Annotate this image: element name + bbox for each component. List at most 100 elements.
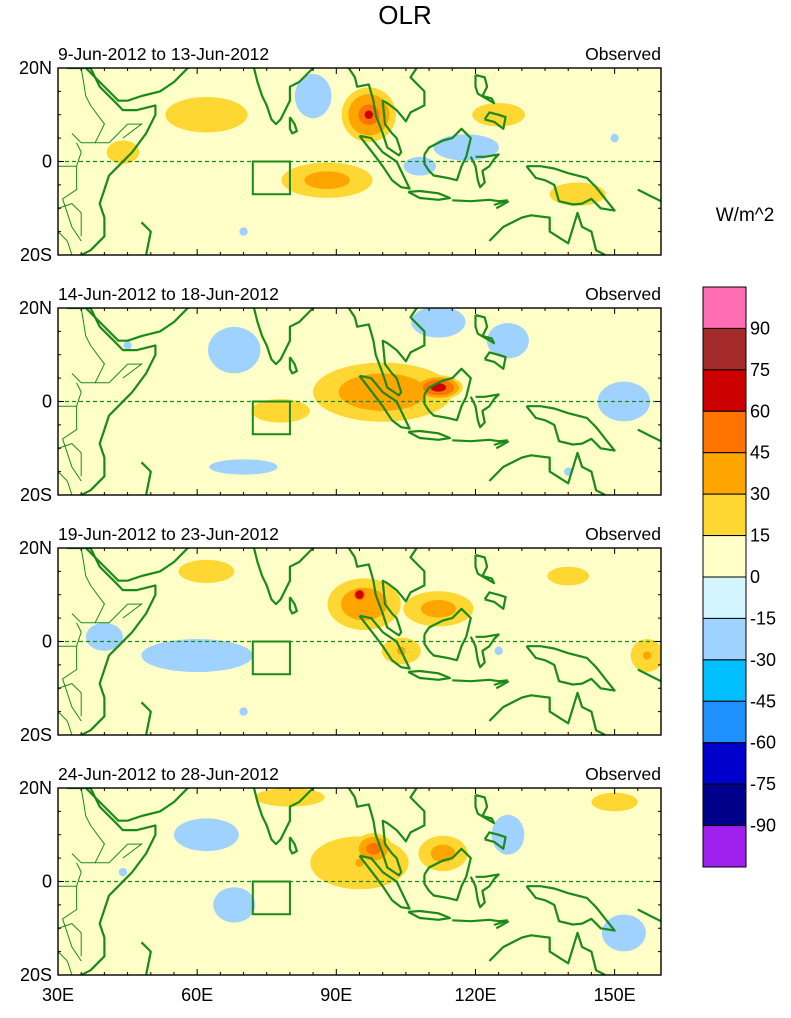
coastline bbox=[407, 669, 451, 681]
coastline bbox=[637, 188, 661, 203]
coastline bbox=[67, 788, 157, 975]
coastlines bbox=[58, 525, 661, 735]
anomaly-contour bbox=[304, 92, 322, 109]
anomaly-contour bbox=[85, 622, 123, 651]
panels-group: 20N 0 20S 9-Jun-2012 to 13-Jun-2012 Observed… bbox=[19, 44, 662, 985]
coastline bbox=[407, 189, 451, 201]
index-box bbox=[251, 640, 291, 676]
coastline bbox=[67, 548, 157, 735]
coastline bbox=[229, 788, 314, 846]
colorbar-swatch bbox=[702, 493, 747, 537]
coastline bbox=[525, 645, 616, 692]
coastline bbox=[229, 68, 314, 126]
coastline bbox=[469, 393, 500, 429]
x-tick-label: 60E bbox=[181, 985, 213, 1005]
coastline bbox=[85, 308, 189, 342]
coastline bbox=[313, 548, 426, 637]
anomaly-contour bbox=[123, 341, 132, 350]
anomaly-contour bbox=[610, 133, 619, 143]
coastline bbox=[423, 847, 472, 902]
coastline bbox=[478, 525, 485, 539]
coastline bbox=[313, 308, 426, 397]
coastline bbox=[493, 680, 509, 690]
colorbar-label: -15 bbox=[750, 608, 776, 628]
y-tick-label: 20N bbox=[19, 778, 52, 798]
coastline bbox=[488, 931, 606, 975]
coastline bbox=[423, 607, 472, 662]
country-border bbox=[71, 68, 105, 144]
y-tick-label: 20N bbox=[19, 298, 52, 318]
coastline bbox=[474, 553, 496, 585]
country-border bbox=[58, 471, 73, 495]
x-tick-label: 150E bbox=[594, 985, 636, 1005]
country-border bbox=[95, 603, 143, 624]
y-tick-label: 20S bbox=[20, 245, 52, 265]
panel-label: Observed bbox=[585, 524, 661, 544]
coastline bbox=[488, 211, 606, 255]
y-tick-label: 20N bbox=[19, 538, 52, 558]
colorbar-swatch bbox=[702, 742, 747, 785]
coastline bbox=[474, 313, 496, 345]
coastlines bbox=[58, 788, 661, 975]
index-box bbox=[251, 400, 291, 436]
country-border bbox=[62, 406, 82, 482]
colorbar-label: 90 bbox=[750, 318, 770, 338]
anomaly-contour bbox=[239, 227, 248, 236]
x-axis: 30E 60E 90E 120E 150E bbox=[42, 985, 636, 1005]
panel-1: 20N 0 20S 9-Jun-2012 to 13-Jun-2012 Observed bbox=[19, 44, 662, 265]
colorbar-label: 30 bbox=[750, 484, 770, 504]
index-box bbox=[251, 160, 291, 196]
coastline bbox=[469, 153, 500, 189]
coastline bbox=[85, 788, 189, 822]
colorbar-swatch bbox=[702, 617, 747, 661]
coastline bbox=[637, 668, 661, 683]
coastline bbox=[469, 633, 500, 669]
country-border bbox=[58, 382, 82, 407]
chart-title: OLR bbox=[378, 0, 431, 30]
colorbar-label: 75 bbox=[750, 360, 770, 380]
coastline bbox=[423, 127, 472, 182]
colorbar-swatch bbox=[702, 783, 747, 827]
colorbar-label: -90 bbox=[750, 816, 776, 836]
coastline bbox=[358, 854, 411, 910]
coastline bbox=[483, 831, 507, 850]
colorbar-swatch bbox=[702, 369, 747, 412]
colorbar-swatch bbox=[702, 825, 747, 868]
colorbar-label: -60 bbox=[750, 733, 776, 753]
coastline bbox=[85, 68, 189, 102]
coastline bbox=[140, 221, 152, 255]
anomaly-contour bbox=[355, 858, 364, 868]
anomaly-contour bbox=[547, 566, 590, 586]
y-tick-label: 0 bbox=[42, 632, 52, 652]
coastline bbox=[478, 285, 485, 299]
coastline bbox=[67, 308, 157, 495]
coastline bbox=[637, 908, 661, 923]
country-border bbox=[58, 711, 73, 735]
coastline bbox=[423, 367, 472, 422]
anomaly-contour bbox=[165, 97, 248, 133]
coastline bbox=[525, 165, 616, 212]
country-border bbox=[71, 548, 105, 624]
panel-date-range: 24-Jun-2012 to 28-Jun-2012 bbox=[58, 764, 279, 784]
anomaly-contour bbox=[642, 651, 652, 660]
anomaly-contour bbox=[366, 842, 381, 855]
country-border bbox=[62, 166, 82, 242]
coastline bbox=[474, 73, 496, 105]
coastline bbox=[288, 596, 298, 615]
coastline bbox=[358, 134, 411, 190]
anomaly-contour bbox=[615, 924, 633, 942]
units-label: W/m^2 bbox=[716, 205, 775, 226]
colorbar-swatch bbox=[702, 576, 747, 619]
coastline bbox=[452, 438, 509, 443]
coastline bbox=[140, 941, 152, 975]
anomaly-contour bbox=[597, 381, 651, 422]
country-border bbox=[58, 683, 82, 717]
colorbar-swatch bbox=[702, 452, 747, 495]
country-border bbox=[58, 951, 73, 975]
coastline bbox=[493, 920, 509, 930]
coastline bbox=[229, 548, 314, 606]
coastline bbox=[358, 374, 411, 430]
panel-2: 20N 0 20S 14-Jun-2012 to 18-Jun-2012 Observe… bbox=[19, 284, 662, 505]
country-border bbox=[58, 203, 82, 237]
